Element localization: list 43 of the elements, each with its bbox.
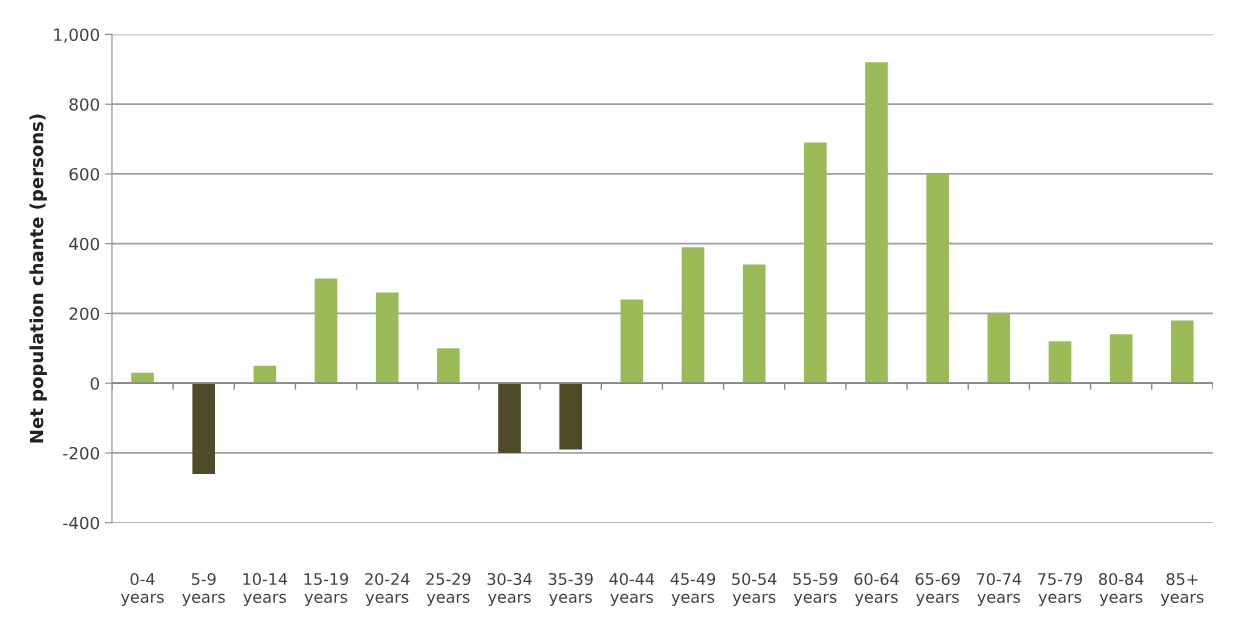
- bar: [681, 247, 705, 384]
- x-tick-label: 30-34 years: [487, 572, 532, 607]
- bar: [620, 299, 644, 384]
- bar: [804, 142, 827, 384]
- x-tick-label: 0-4 years: [121, 572, 164, 607]
- y-tick-label: -200: [63, 446, 100, 460]
- x-tick-label: 80-84 years: [1099, 572, 1144, 607]
- x-tick-label: 55-59 years: [793, 572, 838, 607]
- y-tick-label: 800: [69, 98, 100, 111]
- bar: [926, 173, 949, 384]
- bar: [375, 292, 399, 384]
- x-tick-label: 60-64 years: [854, 572, 899, 607]
- y-tick-label: 600: [69, 167, 100, 181]
- y-tick-label: 0: [90, 377, 100, 390]
- x-tick-label: 85+ years: [1160, 572, 1204, 607]
- bar: [1109, 334, 1133, 384]
- x-tick-label: 40-44 years: [609, 572, 655, 607]
- bar: [314, 278, 338, 384]
- y-tick-label: -400: [63, 516, 100, 530]
- bar: [987, 313, 1011, 384]
- bar: [1048, 341, 1072, 384]
- y-tick-label: 1,000: [54, 28, 100, 43]
- bar: [437, 348, 460, 384]
- y-axis-title: Net population chante (persons): [29, 114, 47, 443]
- y-tick-label: 400: [69, 237, 100, 251]
- bar: [498, 383, 521, 453]
- x-tick-label: 15-19 years: [304, 572, 349, 607]
- bar: [865, 62, 888, 384]
- x-tick-label: 25-29 years: [426, 572, 471, 607]
- x-tick-label: 35-39 years: [548, 572, 593, 607]
- bar: [1171, 320, 1194, 384]
- x-tick-label: 65-69 years: [915, 572, 960, 607]
- x-tick-label: 5-9 years: [182, 572, 225, 607]
- bar: [559, 383, 582, 450]
- x-tick-label: 70-74 years: [976, 572, 1022, 607]
- x-tick-label: 75-79 years: [1038, 572, 1083, 607]
- y-tick-label: 200: [69, 307, 100, 321]
- x-tick-label: 10-14 years: [243, 572, 288, 607]
- x-tick-label: 20-24 years: [365, 572, 410, 607]
- x-tick-label: 45-49 years: [670, 572, 716, 607]
- bar: [742, 264, 766, 384]
- x-tick-label: 50-54 years: [732, 572, 777, 607]
- bar: [192, 383, 216, 474]
